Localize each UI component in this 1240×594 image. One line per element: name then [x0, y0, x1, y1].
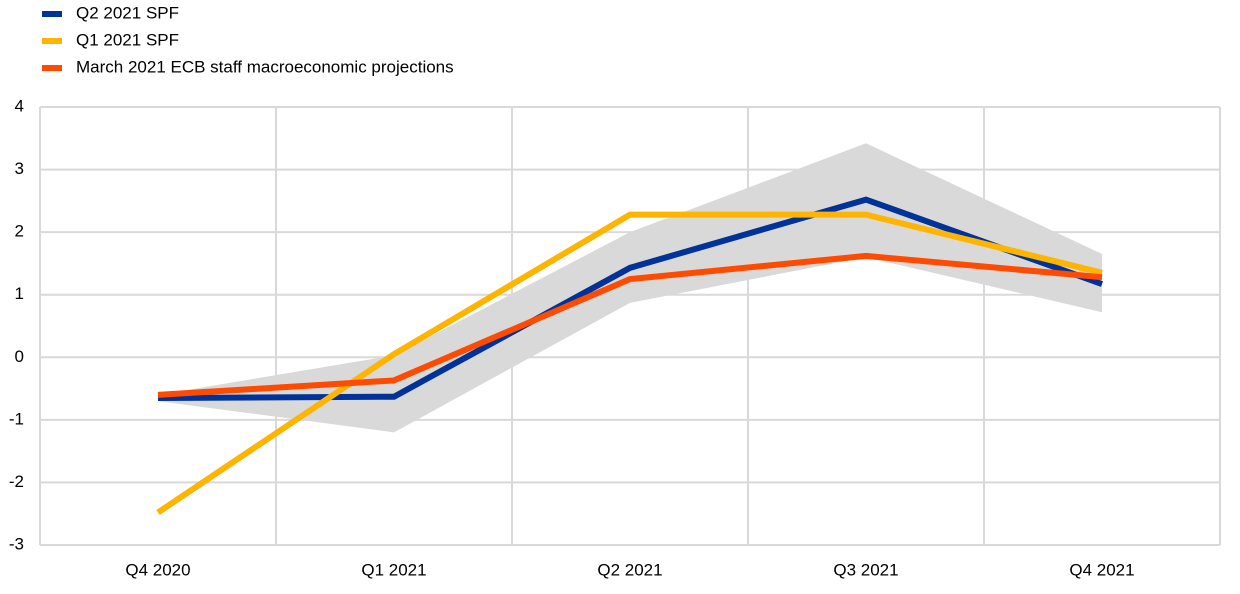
y-tick-label: 1 — [15, 284, 24, 303]
x-tick-label: Q1 2021 — [361, 560, 426, 579]
y-tick-label: -3 — [9, 534, 24, 553]
legend-swatch — [42, 11, 62, 17]
legend-label: March 2021 ECB staff macroeconomic proje… — [76, 57, 454, 76]
legend-swatch — [42, 65, 62, 71]
x-tick-label: Q3 2021 — [833, 560, 898, 579]
y-tick-label: 2 — [15, 222, 24, 241]
x-tick-label: Q4 2021 — [1069, 560, 1134, 579]
series-line — [156, 211, 1103, 515]
legend-swatch — [42, 38, 62, 44]
series-line — [157, 252, 1103, 398]
y-tick-label: 0 — [15, 347, 24, 366]
x-tick-label: Q4 2020 — [125, 560, 190, 579]
y-tick-label: -2 — [9, 472, 24, 491]
y-tick-label: 3 — [15, 159, 24, 178]
y-tick-label: -1 — [9, 409, 24, 428]
legend-label: Q2 2021 SPF — [76, 3, 179, 22]
series-line — [157, 196, 1104, 401]
legend-label: Q1 2021 SPF — [76, 30, 179, 49]
y-tick-label: 4 — [15, 96, 24, 115]
x-tick-label: Q2 2021 — [597, 560, 662, 579]
